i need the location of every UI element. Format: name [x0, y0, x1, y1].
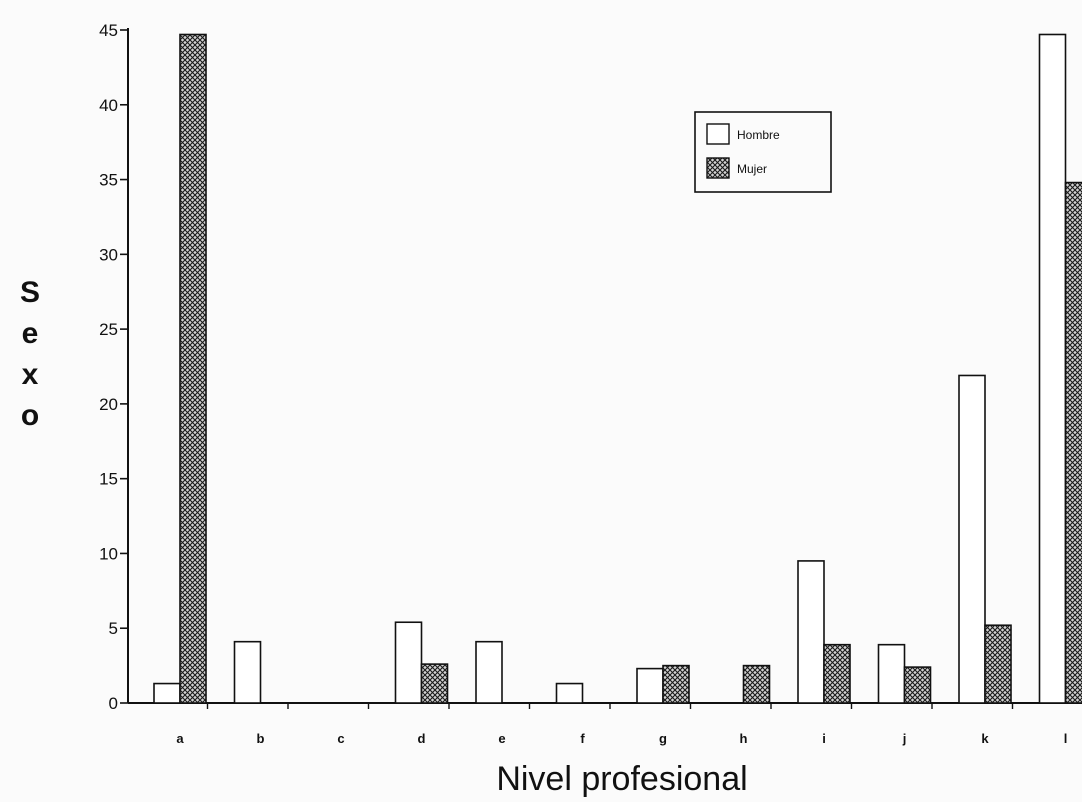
bar-mujer-l: [1064, 181, 1082, 704]
x-tick-label: i: [822, 731, 826, 746]
bar-hombre-a: [153, 682, 181, 704]
x-tick-label: a: [176, 731, 184, 746]
y-axis-title-letter: x: [22, 358, 39, 391]
bar-mujer-i: [823, 643, 851, 704]
bar-hombre-f: [555, 682, 584, 704]
legend-label-hombre: Hombre: [737, 128, 780, 142]
bar-mujer-k: [984, 624, 1012, 704]
y-axis-title-letter: S: [20, 276, 40, 309]
bar-mujer-j: [903, 666, 932, 704]
y-tick-label: 15: [99, 470, 118, 489]
bar-hombre-b: [233, 640, 262, 704]
x-tick-label: e: [498, 731, 505, 746]
bar-hombre-d: [394, 621, 423, 704]
x-tick-label: h: [740, 731, 748, 746]
x-tick-label: j: [902, 731, 907, 746]
bar-mujer-g: [662, 664, 690, 704]
x-tick-label: d: [418, 731, 426, 746]
bar-mujer-h: [742, 664, 771, 704]
bar-hombre-l: [1038, 33, 1067, 704]
y-axis-title-letter: o: [21, 399, 39, 432]
bar-mujer-d: [420, 663, 449, 704]
x-tick-label: l: [1064, 731, 1068, 746]
y-tick-label: 5: [109, 619, 118, 638]
legend-label-mujer: Mujer: [737, 162, 767, 176]
bars: [153, 33, 1082, 704]
legend: Hombre Mujer: [694, 111, 832, 193]
y-axis-title-letter: e: [22, 317, 39, 350]
y-tick-label: 45: [99, 21, 118, 40]
y-tick-label: 30: [99, 245, 118, 264]
x-tick-label: k: [981, 731, 989, 746]
y-tick-label: 20: [99, 395, 118, 414]
y-tick-label: 0: [109, 694, 118, 713]
x-tick-label: c: [337, 731, 344, 746]
bar-hombre-i: [797, 560, 825, 704]
bar-hombre-k: [958, 374, 986, 704]
legend-swatch-mujer: [706, 157, 730, 179]
bar-mujer-a: [179, 33, 207, 704]
y-tick-label: 10: [99, 544, 118, 563]
x-tick-label: f: [580, 731, 585, 746]
legend-swatch-hombre: [706, 123, 730, 145]
x-axis-title: Nivel profesional: [496, 760, 747, 798]
axes: 0 5 10 15 20 25 30 35 40 45 a b c d e f g h i j k l: [99, 21, 1082, 746]
x-tick-label: g: [659, 731, 667, 746]
bar-hombre-g: [636, 667, 664, 704]
bar-hombre-e: [475, 640, 503, 704]
y-tick-label: 40: [99, 96, 118, 115]
y-tick-label: 25: [99, 320, 118, 339]
y-tick-label: 35: [99, 171, 118, 190]
x-tick-label: b: [257, 731, 265, 746]
bar-hombre-j: [877, 643, 906, 704]
